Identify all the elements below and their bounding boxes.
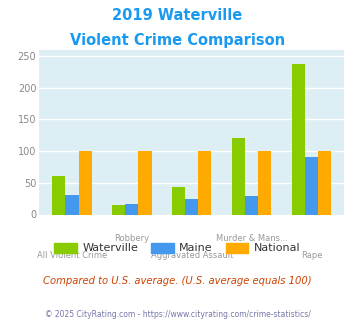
Bar xyxy=(112,205,125,215)
Bar xyxy=(172,187,185,214)
Legend: Waterville, Maine, National: Waterville, Maine, National xyxy=(50,238,305,258)
Bar xyxy=(52,177,65,214)
Bar xyxy=(78,151,92,214)
Text: Murder & Mans...: Murder & Mans... xyxy=(215,234,288,243)
Bar xyxy=(65,195,78,214)
Text: © 2025 CityRating.com - https://www.cityrating.com/crime-statistics/: © 2025 CityRating.com - https://www.city… xyxy=(45,310,310,319)
Bar xyxy=(138,151,152,214)
Bar xyxy=(245,196,258,214)
Text: Violent Crime Comparison: Violent Crime Comparison xyxy=(70,33,285,48)
Bar xyxy=(305,157,318,214)
Bar xyxy=(185,199,198,214)
Text: All Violent Crime: All Violent Crime xyxy=(37,251,107,260)
Text: Rape: Rape xyxy=(301,251,322,260)
Text: 2019 Waterville: 2019 Waterville xyxy=(113,8,242,23)
Bar xyxy=(292,64,305,214)
Bar xyxy=(198,151,212,214)
Text: Aggravated Assault: Aggravated Assault xyxy=(151,251,233,260)
Bar xyxy=(318,151,331,214)
Text: Robbery: Robbery xyxy=(114,234,149,243)
Bar xyxy=(232,138,245,214)
Bar xyxy=(125,204,138,214)
Bar xyxy=(258,151,271,214)
Text: Compared to U.S. average. (U.S. average equals 100): Compared to U.S. average. (U.S. average … xyxy=(43,276,312,285)
